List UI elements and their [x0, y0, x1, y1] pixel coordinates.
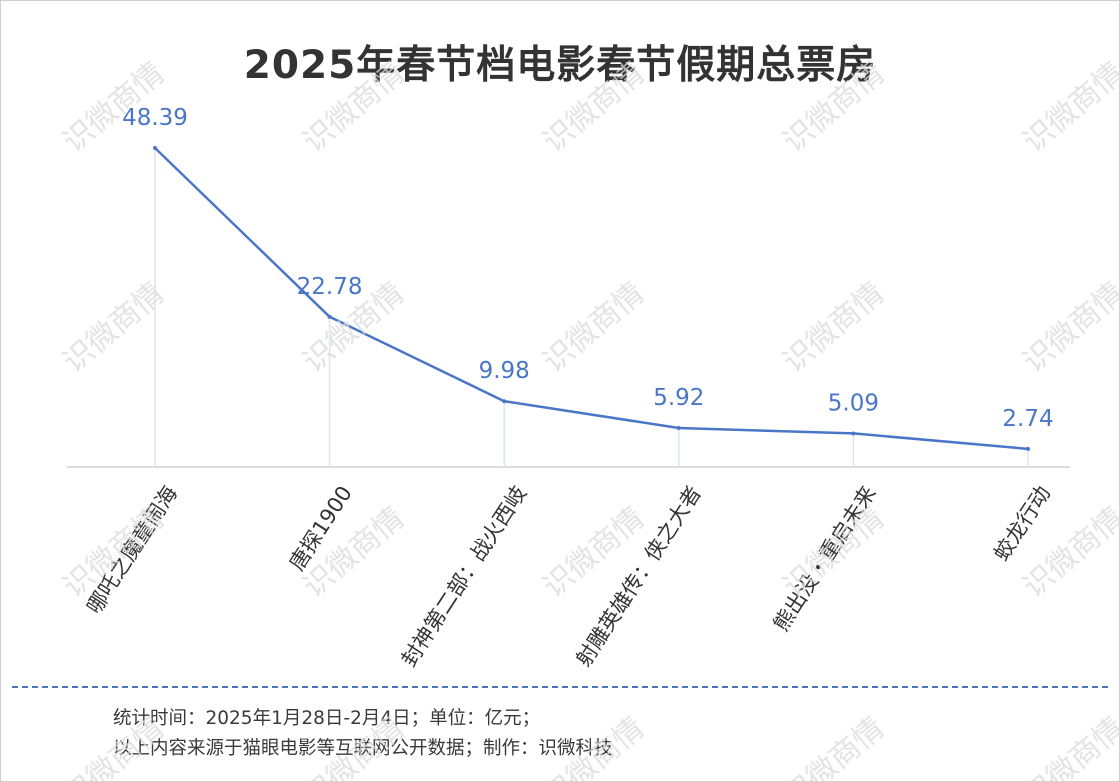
footer-note-source: 以上内容来源于猫眼电影等互联网公开数据；制作：识微科技: [113, 738, 613, 759]
x-tick-label: 射雕英雄传：侠之大者: [571, 482, 706, 671]
data-label: 2.74: [1002, 406, 1053, 432]
data-point: [1026, 446, 1030, 451]
data-label: 9.98: [479, 358, 530, 384]
data-label: 5.92: [653, 385, 704, 411]
data-point: [327, 314, 332, 319]
footer-divider: [12, 686, 1108, 688]
x-tick-label: 唐探1900: [285, 482, 357, 575]
data-label: 5.09: [828, 390, 879, 416]
chart-title: 2025年春节档电影春节假期总票房: [243, 43, 877, 88]
data-point: [851, 431, 856, 436]
data-label: 22.78: [297, 274, 363, 300]
x-tick-label: 封神第二部：战火西岐: [397, 482, 532, 671]
data-points: [153, 146, 1030, 451]
series-line: [154, 147, 1029, 451]
line-chart: 48.39 22.78 9.98 5.92 5.09 2.74 哪吒之魔童闹海 唐探1900…: [67, 105, 1070, 671]
x-tick-label: 熊出没・重启未来: [769, 482, 881, 636]
footer-note-stats: 统计时间：2025年1月28日-2月4日；单位：亿元；: [113, 708, 541, 729]
data-point: [153, 146, 157, 150]
x-tick-label: 蛟龙行动: [989, 482, 1055, 566]
drop-lines: [154, 148, 1029, 467]
data-point: [502, 399, 507, 404]
data-point: [676, 425, 681, 430]
data-labels: 48.39 22.78 9.98 5.92 5.09 2.74: [122, 105, 1054, 432]
x-tick-label: 哪吒之魔童闹海: [82, 482, 182, 618]
x-tick-labels: 哪吒之魔童闹海 唐探1900 封神第二部：战火西岐 射雕英雄传：侠之大者 熊出没・重启未…: [82, 482, 1055, 671]
data-label: 48.39: [122, 105, 188, 131]
